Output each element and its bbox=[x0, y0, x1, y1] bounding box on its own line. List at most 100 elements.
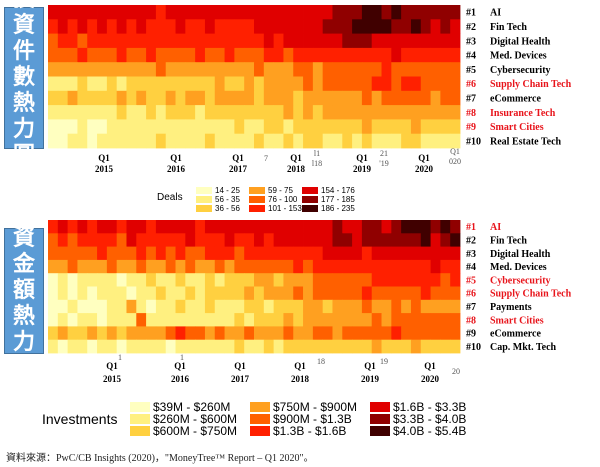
heatmap-cell bbox=[155, 313, 167, 327]
heatmap-cell bbox=[136, 76, 147, 92]
heatmap-cell bbox=[116, 313, 127, 327]
heatmap-cell bbox=[312, 19, 324, 34]
heatmap-cell bbox=[263, 326, 275, 341]
legend-title: Investments bbox=[42, 411, 117, 427]
heatmap-cell bbox=[430, 5, 441, 20]
heatmap-cell bbox=[204, 313, 216, 327]
heatmap-cell bbox=[97, 259, 108, 274]
heatmap-cell bbox=[87, 299, 98, 314]
heatmap-cell bbox=[303, 220, 314, 234]
heatmap-cell bbox=[77, 33, 88, 49]
row-label: Smart Cities bbox=[490, 315, 544, 326]
heatmap-cell bbox=[185, 33, 196, 49]
legend-swatch bbox=[196, 196, 212, 203]
heatmap-cell bbox=[87, 76, 98, 92]
heatmap-cell bbox=[283, 339, 294, 354]
heatmap-cell bbox=[155, 299, 167, 314]
heatmap-cell bbox=[175, 62, 186, 77]
heatmap-cell bbox=[371, 220, 382, 234]
heatmap-cell bbox=[273, 76, 284, 92]
heatmap-cell bbox=[391, 299, 402, 314]
row-rank: #2 bbox=[466, 22, 476, 33]
heatmap-cell bbox=[322, 273, 333, 287]
heatmap-cell bbox=[224, 233, 235, 247]
heatmap-cell bbox=[361, 119, 373, 135]
heatmap-cell bbox=[283, 313, 294, 327]
heatmap-cell bbox=[381, 5, 392, 20]
x-quarter-label: Q1 bbox=[106, 361, 118, 371]
heatmap-cell bbox=[361, 105, 373, 120]
heatmap-cell bbox=[420, 220, 431, 234]
heatmap-cell bbox=[126, 273, 137, 287]
heatmap-cell bbox=[440, 246, 451, 261]
x-quarter-label: Q1 bbox=[290, 153, 302, 163]
heatmap-cell bbox=[136, 62, 147, 77]
heatmap-cell bbox=[263, 19, 275, 34]
heatmap-cell bbox=[361, 299, 373, 314]
heatmap-cell bbox=[391, 313, 402, 327]
heatmap-cell bbox=[67, 259, 78, 274]
heatmap-cell bbox=[381, 286, 392, 301]
heatmap-cell bbox=[410, 286, 422, 301]
heatmap-cell bbox=[87, 220, 98, 234]
x-quarter-label: Q1 bbox=[174, 361, 186, 371]
heatmap-cell bbox=[224, 220, 235, 234]
heatmap-cell bbox=[371, 259, 382, 274]
heatmap-cell bbox=[224, 19, 235, 34]
heatmap-cell bbox=[244, 90, 255, 106]
legend-bin-label: 101 - 153 bbox=[268, 204, 302, 213]
heatmap-cell bbox=[155, 90, 167, 106]
heatmap-cell bbox=[106, 133, 118, 149]
heatmap-cell bbox=[77, 47, 88, 63]
heatmap-cell bbox=[293, 33, 304, 49]
heatmap-cell bbox=[410, 133, 422, 149]
heatmap-cell bbox=[410, 76, 422, 92]
heatmap-cell bbox=[430, 246, 441, 261]
x-fragment-label: 19 bbox=[380, 357, 388, 366]
heatmap-cell bbox=[332, 259, 343, 274]
heatmap-cell bbox=[87, 233, 98, 247]
heatmap-cell bbox=[97, 119, 108, 135]
heatmap-cell bbox=[97, 299, 108, 314]
heatmap-cell bbox=[410, 19, 422, 34]
row-rank: #10 bbox=[466, 136, 481, 147]
heatmap-cell bbox=[116, 286, 127, 301]
heatmap-cell bbox=[283, 220, 294, 234]
legend-swatch bbox=[130, 414, 150, 424]
heatmap-cell bbox=[116, 62, 127, 77]
heatmap-cell bbox=[126, 339, 137, 354]
heatmap-cell bbox=[352, 299, 363, 314]
heatmap-cell bbox=[146, 33, 157, 49]
x-fragment-label: 20 bbox=[452, 367, 460, 376]
heatmap-cell bbox=[322, 47, 333, 63]
heatmap-cell bbox=[283, 90, 294, 106]
heatmap-cell bbox=[204, 47, 216, 63]
heatmap-cell bbox=[165, 299, 176, 314]
heatmap-cell bbox=[440, 233, 451, 247]
heatmap-cell bbox=[430, 233, 441, 247]
heatmap-cell bbox=[430, 47, 441, 63]
heatmap-cell bbox=[440, 119, 451, 135]
heatmap-cell bbox=[273, 90, 284, 106]
heatmap-cell bbox=[401, 286, 412, 301]
heatmap-cell bbox=[136, 33, 147, 49]
heatmap-cell bbox=[195, 62, 206, 77]
heatmap-cell bbox=[165, 47, 176, 63]
heatmap-cell bbox=[254, 119, 265, 135]
heatmap-cell bbox=[48, 133, 59, 149]
heatmap-cell bbox=[204, 339, 216, 354]
heatmap-cell bbox=[106, 19, 118, 34]
heatmap-cell bbox=[450, 326, 461, 341]
heatmap-cell bbox=[263, 313, 275, 327]
heatmap-cell bbox=[185, 119, 196, 135]
x-fragment-label: 1 bbox=[118, 353, 122, 362]
heatmap-cell bbox=[126, 5, 137, 20]
heatmap-cell bbox=[391, 246, 402, 261]
heatmap-cell bbox=[401, 133, 412, 149]
x-fragment-label: 7 bbox=[264, 154, 268, 163]
heatmap-cell bbox=[146, 246, 157, 261]
title-char: 力 bbox=[12, 117, 35, 142]
heatmap-cell bbox=[430, 133, 441, 149]
heatmap-cell bbox=[352, 90, 363, 106]
